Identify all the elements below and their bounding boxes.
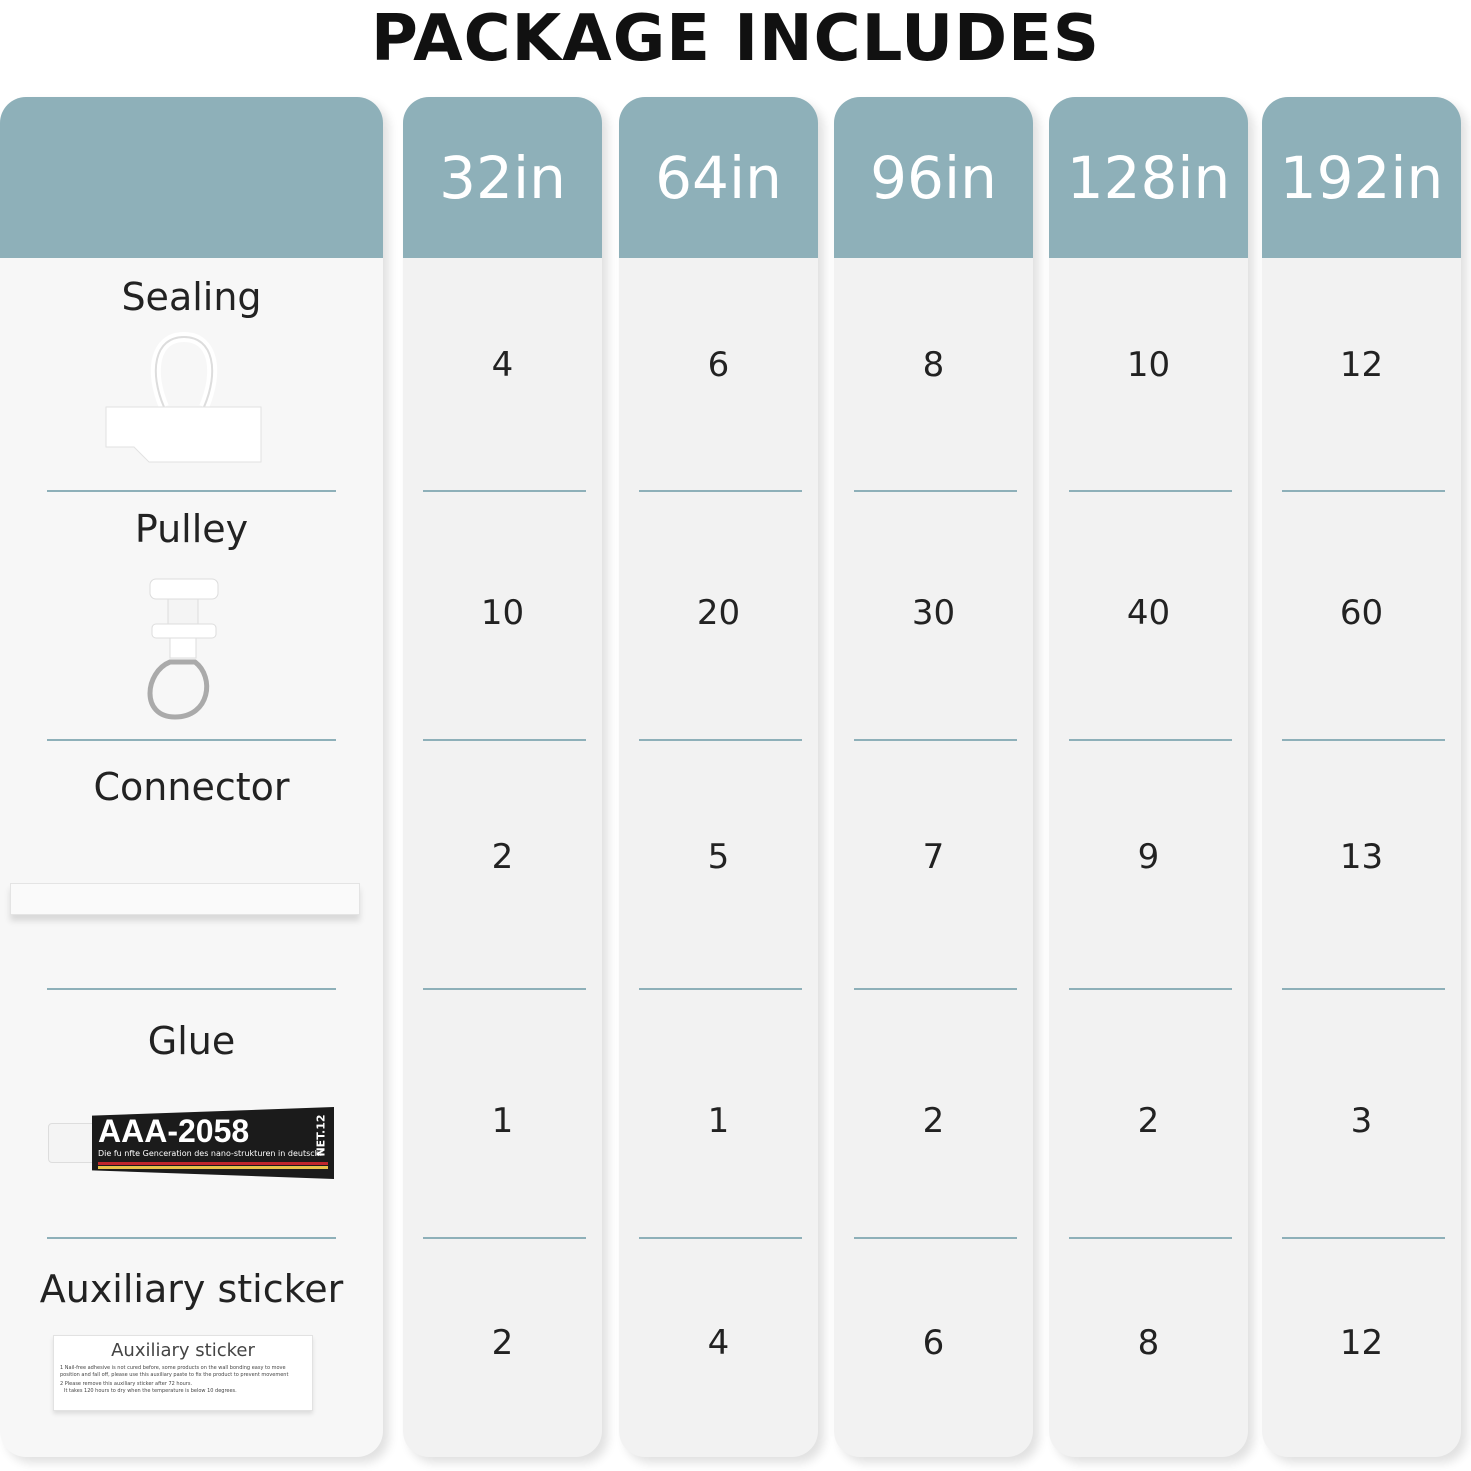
quantity-cell: 2	[922, 1101, 945, 1141]
quantity-cell: 1	[707, 1101, 730, 1141]
row-divider	[1282, 988, 1445, 990]
row-label-sealing: Sealing	[121, 275, 262, 319]
quantity-cell: 5	[707, 837, 730, 877]
glue-tube-icon: AAA-2058 Die fu nfte Genceration des nan…	[48, 1105, 334, 1180]
quantity-cell: 40	[1126, 593, 1171, 633]
quantity-cell: 2	[1137, 1101, 1160, 1141]
row-divider	[854, 1237, 1017, 1239]
row-divider	[854, 739, 1017, 741]
quantity-cell: 6	[922, 1323, 945, 1363]
quantity-cell: 8	[922, 345, 945, 385]
quantity-cell: 4	[707, 1323, 730, 1363]
row-label-auxiliary-sticker: Auxiliary sticker	[39, 1267, 344, 1311]
row-divider	[1282, 490, 1445, 492]
quantity-cell: 4	[491, 345, 514, 385]
row-divider	[854, 988, 1017, 990]
size-header: 128in	[1049, 97, 1248, 258]
row-divider	[639, 1237, 802, 1239]
row-divider	[423, 739, 586, 741]
row-divider	[1069, 988, 1232, 990]
row-label-connector: Connector	[93, 765, 290, 809]
quantity-cell: 2	[491, 837, 514, 877]
size-column-96in: 96in 8 30 7 2 6	[834, 97, 1033, 1457]
quantity-cell: 3	[1350, 1101, 1373, 1141]
row-divider	[423, 490, 586, 492]
row-divider	[1069, 739, 1232, 741]
size-header: 96in	[834, 97, 1033, 258]
row-divider	[639, 739, 802, 741]
quantity-cell: 60	[1339, 593, 1384, 633]
row-divider	[639, 490, 802, 492]
connector-bar-icon	[10, 883, 360, 915]
size-column-64in: 64in 6 20 5 1 4	[619, 97, 818, 1457]
size-header: 192in	[1262, 97, 1461, 258]
size-header: 64in	[619, 97, 818, 258]
row-divider	[1069, 1237, 1232, 1239]
quantity-cell: 12	[1339, 1323, 1384, 1363]
size-column-32in: 32in 4 10 2 1 2	[403, 97, 602, 1457]
quantity-cell: 7	[922, 837, 945, 877]
quantity-cell: 30	[911, 593, 956, 633]
quantity-cell: 8	[1137, 1323, 1160, 1363]
page-title: PACKAGE INCLUDES	[371, 2, 1100, 76]
quantity-cell: 6	[707, 345, 730, 385]
quantity-cell: 2	[491, 1323, 514, 1363]
quantity-cell: 9	[1137, 837, 1160, 877]
sticker-icon: Auxiliary sticker 1 Nail-free adhesive i…	[53, 1335, 313, 1411]
quantity-cell: 10	[480, 593, 525, 633]
size-column-192in: 192in 12 60 13 3 12	[1262, 97, 1461, 1457]
row-divider	[639, 988, 802, 990]
row-divider	[854, 490, 1017, 492]
size-column-128in: 128in 10 40 9 2 8	[1049, 97, 1248, 1457]
quantity-cell: 10	[1126, 345, 1171, 385]
row-label-glue: Glue	[147, 1019, 236, 1063]
quantity-cell: 12	[1339, 345, 1384, 385]
size-header: 32in	[403, 97, 602, 258]
quantity-cell: 20	[696, 593, 741, 633]
row-divider	[1069, 490, 1232, 492]
pulley-hook-icon	[147, 578, 219, 720]
item-column-header	[0, 97, 383, 258]
item-column: Sealing Pulley Connector Glue AAA-2058 D…	[0, 97, 383, 1457]
row-divider	[1282, 1237, 1445, 1239]
row-divider	[1282, 739, 1445, 741]
quantity-cell: 13	[1339, 837, 1384, 877]
quantity-cell: 1	[491, 1101, 514, 1141]
sealing-clip-icon	[105, 332, 262, 463]
row-divider	[423, 988, 586, 990]
row-label-pulley: Pulley	[134, 507, 249, 551]
row-divider	[423, 1237, 586, 1239]
